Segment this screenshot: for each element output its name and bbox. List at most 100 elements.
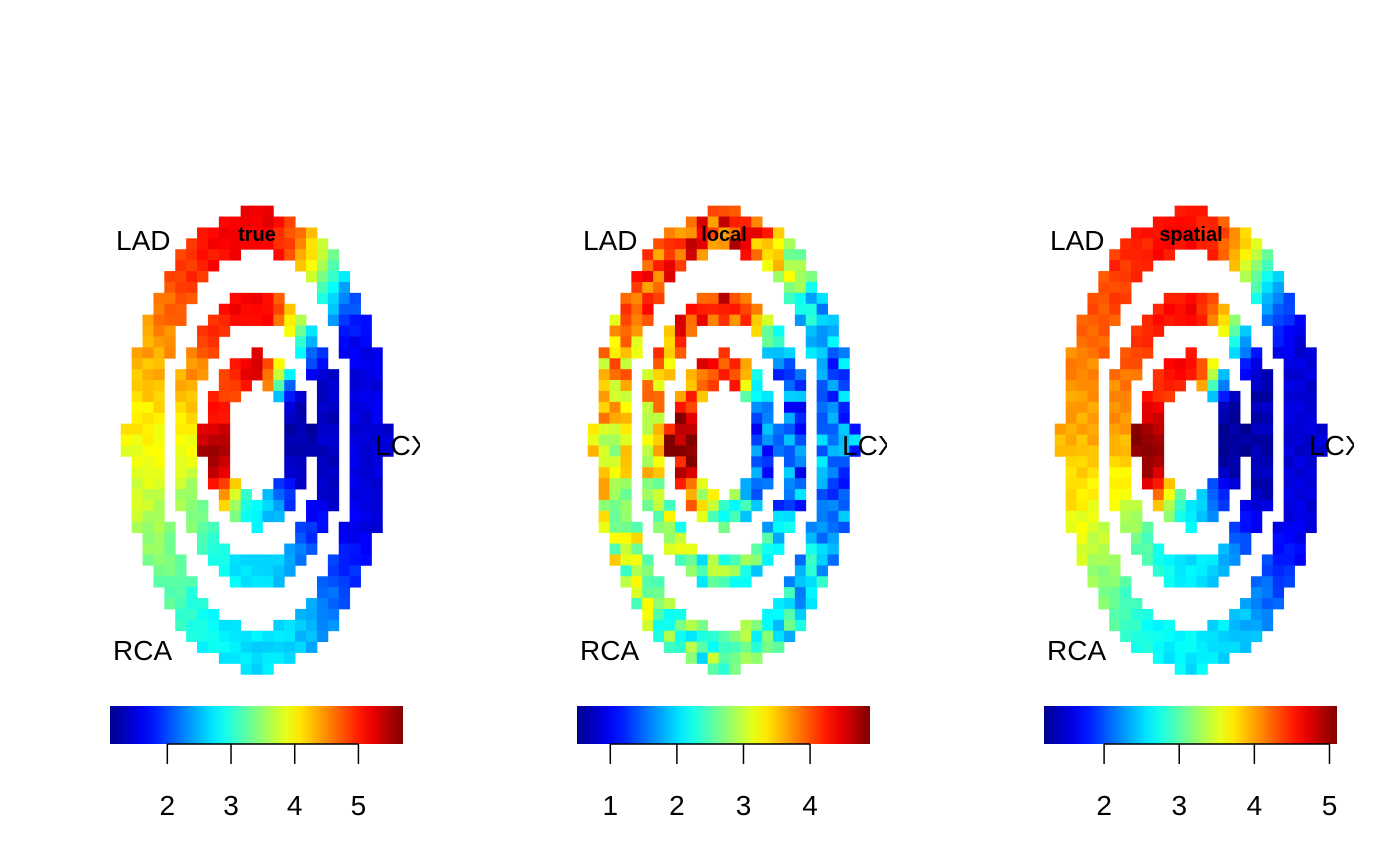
label-lad: LAD [1050,225,1104,256]
heatmap-cell [284,456,296,468]
heatmap-cell [1250,434,1263,446]
heatmap-cell [685,325,698,337]
heatmap-cell [816,390,828,403]
heatmap-cell [1076,347,1088,359]
heatmap-cell [653,608,665,621]
heatmap-cell [251,314,263,326]
heatmap-cell [349,467,361,479]
heatmap-cell [1261,467,1274,479]
heatmap-cell [620,303,632,316]
heatmap-cell [762,412,774,425]
panel-title: spatial [1159,224,1222,246]
heatmap-cell [1207,641,1219,653]
heatmap-cell [349,532,361,544]
heatmap-cell [1305,380,1317,392]
heatmap-cell [816,554,828,566]
heatmap-cell [197,227,209,239]
heatmap-cell [664,336,676,348]
colorbar-tick-label: 3 [1171,790,1187,821]
heatmap-cell [751,499,763,512]
heatmap-cell [1294,358,1306,370]
heatmap-cell [327,499,340,512]
heatmap-cell [1218,630,1230,643]
heatmap-cell [696,390,709,403]
heatmap-cell [360,423,372,435]
heatmap-cell [794,499,807,512]
heatmap-cell [186,499,198,512]
heatmap-cell [1120,423,1132,435]
heatmap-cell [164,303,176,316]
heatmap-cell [1261,260,1274,272]
heatmap-cell [262,292,274,305]
heatmap-cell [598,358,610,370]
heatmap-cell [1174,499,1186,512]
heatmap-cell [306,641,318,653]
heatmap-cell [827,445,839,457]
heatmap-cell [273,314,285,326]
heatmap-cell [707,554,719,566]
heatmap-cell [153,489,165,501]
heatmap-cell [674,521,687,534]
heatmap-cell [642,598,654,610]
heatmap-cell [620,412,632,425]
heatmap-cell [186,434,198,446]
heatmap-cell [707,510,719,523]
heatmap-cell [262,216,274,228]
heatmap-cell [773,260,785,272]
heatmap-cell [1098,576,1110,588]
heatmap-cell [1120,401,1132,414]
heatmap-cell [295,630,307,643]
heatmap-cell [1120,369,1132,381]
heatmap-cell [229,478,242,490]
heatmap-cell [1152,390,1165,403]
heatmap-cell [1141,260,1154,272]
heatmap-cell [284,325,296,337]
heatmap-cell [1120,467,1132,479]
heatmap-cell [1305,521,1317,534]
heatmap-cell [707,205,719,217]
heatmap-cell [273,369,285,381]
heatmap-cell [1185,227,1197,239]
heatmap-cell [794,380,807,392]
heatmap-cell [306,249,318,261]
heatmap-cell [642,554,654,566]
heatmap-cell [175,489,187,501]
heatmap-cell [653,358,665,370]
heatmap-cell [175,260,187,272]
heatmap-cell [1163,554,1176,566]
heatmap-cell [175,249,187,261]
heatmap-cell [783,587,796,599]
heatmap-cell [849,434,861,446]
heatmap-cell [707,565,719,577]
heatmap-cell [1294,401,1306,414]
heatmap-cell [707,489,719,501]
heatmap-cell [207,238,220,250]
heatmap-cell [674,249,687,261]
heatmap-cell [609,554,621,566]
heatmap-cell [674,630,687,643]
heatmap-cell [751,314,763,326]
heatmap-cell [164,325,176,337]
heatmap-cell [207,630,220,643]
heatmap-cell [685,489,698,501]
heatmap-cell [153,303,165,316]
heatmap-cell [207,521,220,534]
heatmap-cell [664,238,676,250]
heatmap-cell [1120,292,1132,305]
heatmap-cell [142,445,154,457]
heatmap-cell [762,325,774,337]
heatmap-cell [1294,489,1306,501]
heatmap-cell [327,423,340,435]
heatmap-cell [153,565,165,577]
heatmap-cell [207,478,220,490]
heatmap-cell [1240,532,1252,544]
heatmap-cell [175,478,187,490]
heatmap-cell [794,576,807,588]
heatmap-cell [1218,423,1230,435]
heatmap-cell [1272,532,1285,544]
heatmap-cell [153,292,165,305]
heatmap-cell [327,565,340,577]
heatmap-cell [164,587,176,599]
heatmap-cell [1283,456,1295,468]
heatmap-cell [1131,423,1143,435]
